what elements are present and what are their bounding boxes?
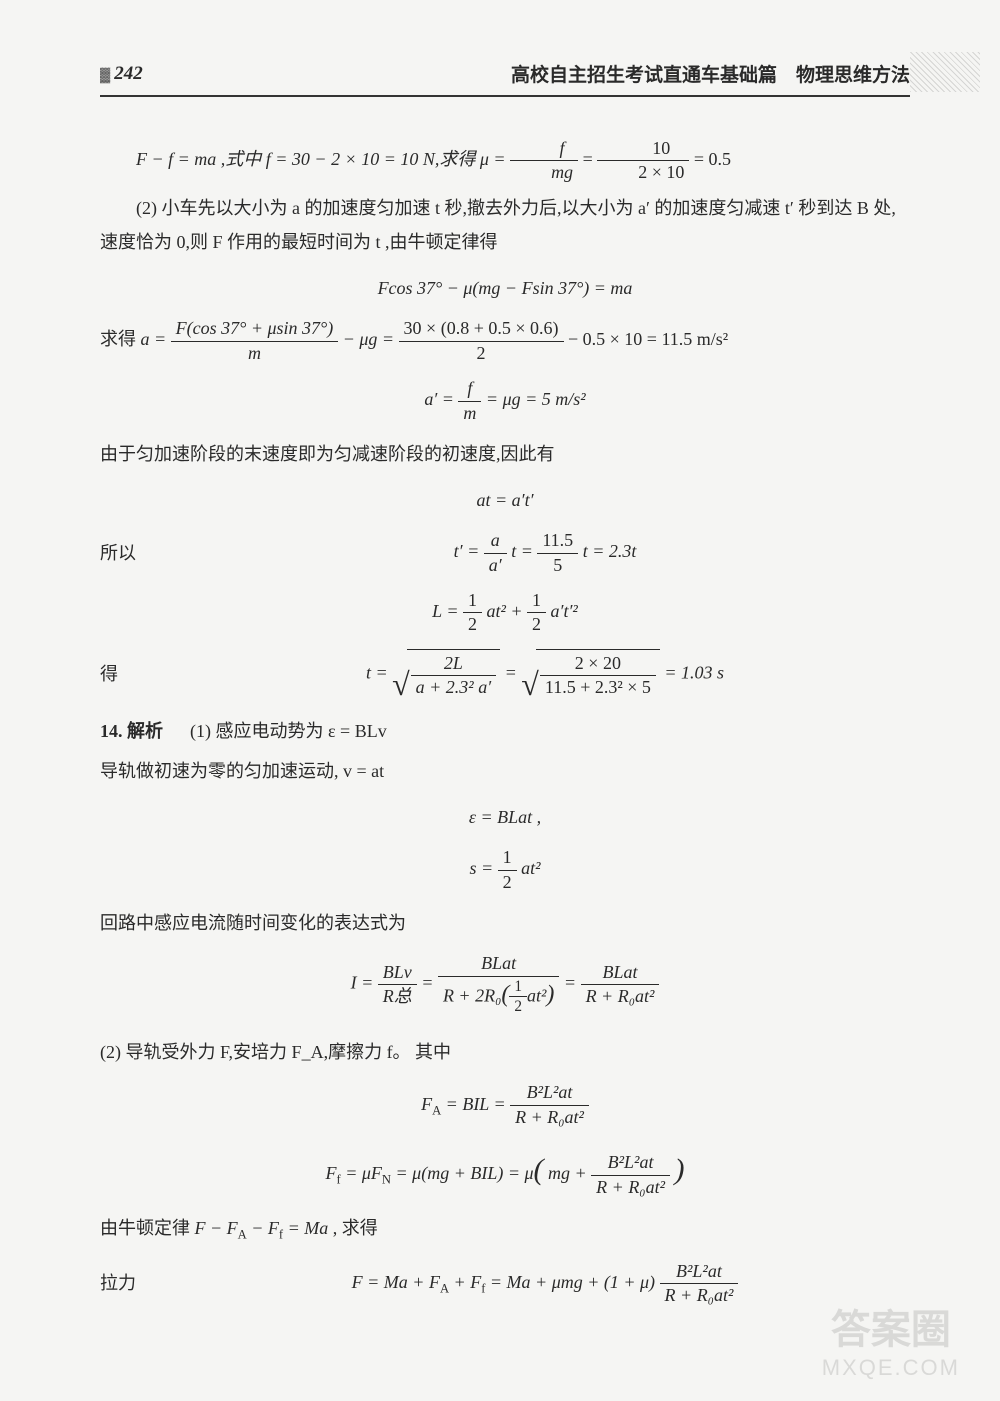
fraction: F(cos 37° + μsin 37°) m <box>171 317 339 365</box>
equation-tprime: 所以 t′ = aa′ t = 11.55 t = 2.3t <box>100 529 910 577</box>
equation-FA: FA = BIL = B²L²atR + R₀at² <box>100 1081 910 1129</box>
fraction: 10 2 × 10 <box>597 137 689 185</box>
paragraph-10: 由牛顿定律 F − FA − Ff = Ma , 求得 <box>100 1211 910 1248</box>
watermark-url: MXQE.COM <box>822 1355 960 1381</box>
page-number: 242 <box>100 63 143 85</box>
equation-1: Fcos 37° − μ(mg − Fsin 37°) = ma <box>100 271 910 305</box>
book-title: 高校自主招生考试直通车基础篇 物理思维方法 <box>511 60 910 87</box>
equation-I: I = BLvR总 = BLat R + 2R₀(12at²) = BLatR … <box>100 952 910 1017</box>
equation-line-1: F − f = ma ,式中 f = 30 − 2 × 10 = 10 N,求得… <box>100 137 910 185</box>
equation-a: 求得 a = F(cos 37° + μsin 37°) m − μg = 30… <box>100 317 910 365</box>
problem-14-header: 14. 解析 (1) 感应电动势为 ε = BLv <box>100 714 910 748</box>
text: (1) 感应电动势为 ε = BLv <box>190 721 387 741</box>
sqrt: √ 2 × 2011.5 + 2.3² × 5 <box>521 649 660 700</box>
text: F − f = ma ,式中 f = 30 − 2 × 10 = 10 N,求得… <box>136 149 510 169</box>
watermark: 答案圈 MXQE.COM <box>822 1297 960 1381</box>
label: 拉力 <box>100 1266 180 1300</box>
equation-aprime: a′ = f m = μg = 5 m/s² <box>100 377 910 425</box>
equation-t: 得 t = √ 2La + 2.3² a′ = √ 2 × 2011.5 + 2… <box>100 649 910 700</box>
solution-label: 解析 <box>127 721 163 741</box>
page-header: 242 高校自主招生考试直通车基础篇 物理思维方法 <box>100 60 910 97</box>
fraction: f mg <box>510 137 578 185</box>
paragraph-8: 回路中感应电流随时间变化的表达式为 <box>100 906 910 940</box>
paragraph-2: (2) 小车先以大小为 a 的加速度匀加速 t 秒,撤去外力后,以大小为 a′ … <box>100 191 910 259</box>
equation-Ff: Ff = μFN = μ(mg + BIL) = μ( mg + B²L²atR… <box>100 1141 910 1199</box>
fraction: f m <box>458 377 481 425</box>
page-content: F − f = ma ,式中 f = 30 − 2 × 10 = 10 N,求得… <box>100 137 910 1307</box>
fraction: 30 × (0.8 + 0.5 × 0.6) 2 <box>399 317 564 365</box>
equation-s: s = 12 at² <box>100 846 910 894</box>
paragraph-4: 由于匀加速阶段的末速度即为匀减速阶段的初速度,因此有 <box>100 437 910 471</box>
text: = 0.5 <box>694 149 731 169</box>
equation-epsilon: ε = BLat , <box>100 800 910 834</box>
sqrt: √ 2La + 2.3² a′ <box>392 649 500 700</box>
label: 求得 <box>100 329 141 349</box>
equation-L: L = 12 at² + 12 a′t′² <box>100 589 910 637</box>
paragraph-7: 导轨做初速为零的匀加速运动, v = at <box>100 754 910 788</box>
paragraph-9: (2) 导轨受外力 F,安培力 F_A,摩擦力 f。 其中 <box>100 1035 910 1069</box>
label: 得 <box>100 657 180 691</box>
header-decoration <box>910 52 980 92</box>
problem-number: 14. <box>100 721 123 741</box>
label: 所以 <box>100 536 180 570</box>
equation-3: at = a′t′ <box>100 483 910 517</box>
watermark-text: 答案圈 <box>822 1297 960 1355</box>
text: = <box>583 149 598 169</box>
equation-F: 拉力 F = Ma + FA + Ff = Ma + μmg + (1 + μ)… <box>100 1260 910 1308</box>
